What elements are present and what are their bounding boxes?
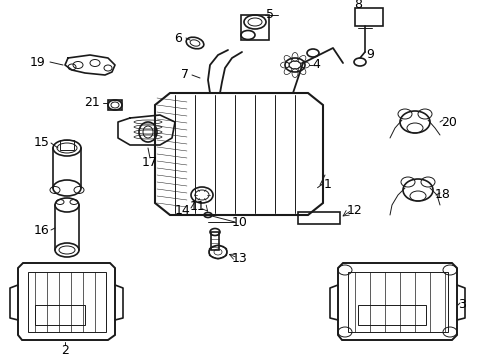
Text: 4: 4 (311, 58, 319, 72)
Bar (297, 212, 339, 224)
Text: 16: 16 (34, 224, 50, 237)
Text: 14: 14 (175, 203, 190, 216)
Bar (28, 272, 106, 332)
Text: 7: 7 (181, 68, 189, 81)
Bar (210, 232, 219, 250)
Text: 5: 5 (265, 9, 273, 22)
Bar (60, 140, 74, 150)
Text: 2: 2 (61, 343, 69, 356)
Text: 20: 20 (440, 116, 456, 129)
Text: 11: 11 (190, 201, 205, 213)
Text: 19: 19 (30, 55, 46, 68)
Bar (108, 100, 122, 110)
Bar (241, 15, 268, 40)
Text: 15: 15 (34, 136, 50, 149)
Text: 8: 8 (353, 0, 361, 12)
Text: 10: 10 (232, 216, 247, 229)
Text: 12: 12 (346, 203, 362, 216)
Bar (35, 305, 85, 325)
Text: 18: 18 (434, 189, 450, 202)
Text: 13: 13 (232, 252, 247, 265)
Text: 9: 9 (366, 49, 373, 62)
Text: 1: 1 (324, 179, 331, 192)
Bar (357, 305, 425, 325)
Text: 6: 6 (174, 31, 182, 45)
Text: 21: 21 (84, 96, 100, 109)
Bar (347, 272, 447, 332)
Text: 3: 3 (457, 298, 465, 311)
Text: 17: 17 (142, 156, 158, 168)
Bar (354, 8, 382, 26)
